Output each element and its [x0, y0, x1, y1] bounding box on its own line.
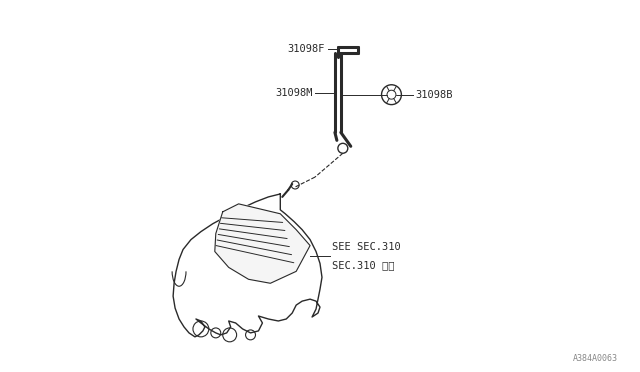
Text: 31098B: 31098B: [415, 90, 452, 100]
Text: A384A0063: A384A0063: [573, 354, 618, 363]
Polygon shape: [173, 194, 322, 337]
Polygon shape: [215, 204, 310, 283]
Text: SEC.310 参照: SEC.310 参照: [332, 260, 394, 270]
Text: 31098F: 31098F: [287, 44, 325, 54]
Text: SEE SEC.310: SEE SEC.310: [332, 243, 401, 253]
Text: 31098M: 31098M: [276, 88, 313, 98]
